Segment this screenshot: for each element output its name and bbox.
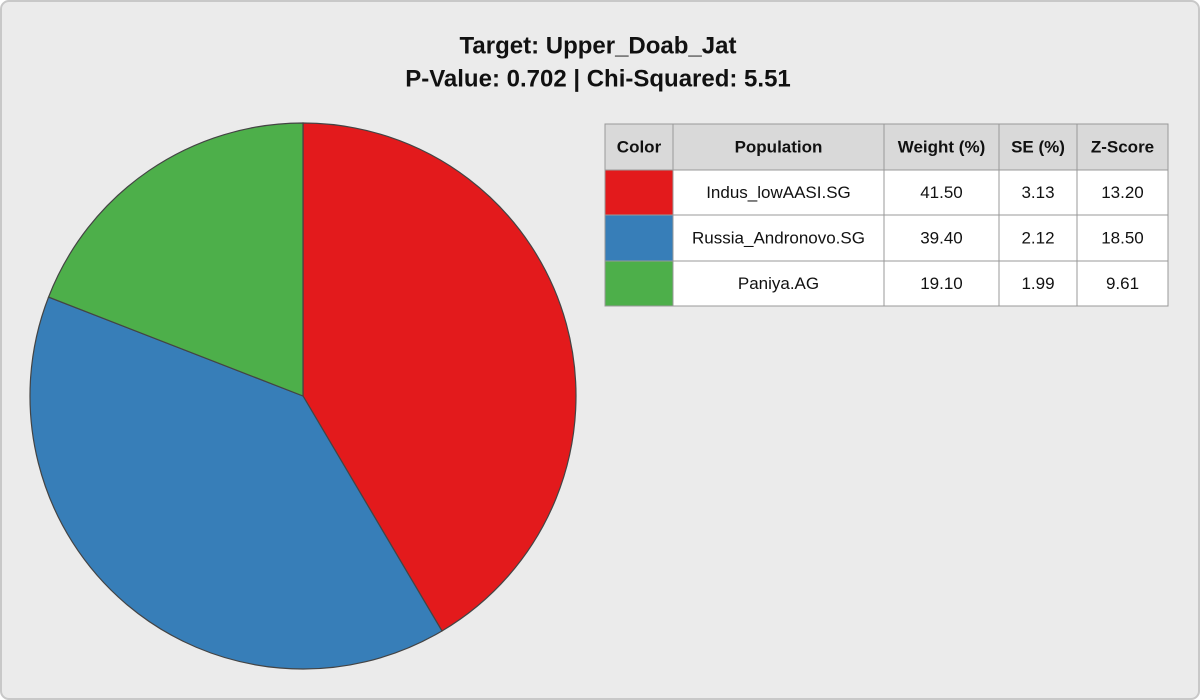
table-cell — [883, 169, 1000, 216]
table-cell — [1076, 214, 1169, 262]
table-cell-text: 13.20 — [1101, 183, 1144, 202]
table-cell — [998, 260, 1078, 307]
table-header-cell — [998, 123, 1078, 171]
color-swatch — [604, 260, 674, 307]
pie-slice — [29, 296, 443, 670]
table-cell — [672, 260, 885, 307]
table-header-cell — [1076, 123, 1169, 171]
color-swatch — [604, 214, 674, 262]
table-cell-text: 1.99 — [1021, 274, 1054, 293]
table-cell-text: 18.50 — [1101, 228, 1144, 247]
table-cell-text: 19.10 — [920, 274, 963, 293]
table-cell-text: 9.61 — [1106, 274, 1139, 293]
pie-slice — [47, 122, 304, 397]
table-header: SE (%) — [1011, 137, 1065, 156]
table-header: Color — [617, 137, 662, 156]
chart-subtitle: P-Value: 0.702 | Chi-Squared: 5.51 — [405, 65, 791, 92]
table-header: Weight (%) — [898, 137, 986, 156]
table-cell — [998, 169, 1078, 216]
table-cell-text: 3.13 — [1021, 183, 1054, 202]
table-cell — [1076, 169, 1169, 216]
table-cell-text: Russia_Andronovo.SG — [692, 228, 865, 247]
table-cell-text: Paniya.AG — [738, 274, 819, 293]
table-cell-text: 39.40 — [920, 228, 963, 247]
table-header: Population — [735, 137, 823, 156]
table-cell-text: 2.12 — [1021, 228, 1054, 247]
table-cell-text: 41.50 — [920, 183, 963, 202]
table-cell — [672, 214, 885, 262]
table-header-cell — [672, 123, 885, 171]
table-cell — [883, 214, 1000, 262]
color-swatch — [604, 169, 674, 216]
table-cell-text: Indus_lowAASI.SG — [706, 183, 851, 202]
table-cell — [1076, 260, 1169, 307]
table-cell — [998, 214, 1078, 262]
table-header: Z-Score — [1091, 137, 1154, 156]
table-cell — [883, 260, 1000, 307]
pie-slice — [302, 122, 577, 632]
chart-title: Target: Upper_Doab_Jat — [460, 32, 737, 59]
table-cell — [672, 169, 885, 216]
